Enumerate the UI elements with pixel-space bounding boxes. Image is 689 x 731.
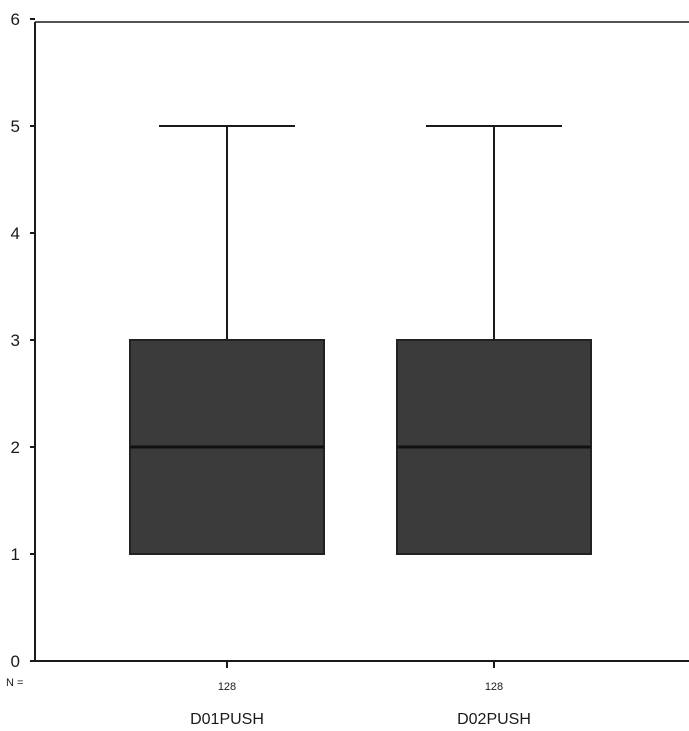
n-prefix-label: N =	[6, 677, 23, 689]
y-tick-label: 5	[11, 117, 20, 136]
y-tick-label: 1	[11, 545, 20, 564]
n-value-label: 128	[485, 681, 503, 693]
n-value-label: 128	[218, 681, 236, 693]
y-tick-label: 3	[11, 331, 20, 350]
y-tick-label: 6	[11, 10, 20, 29]
y-tick-label: 2	[11, 438, 20, 457]
y-tick-label: 4	[11, 224, 20, 243]
y-tick-label: 0	[11, 652, 20, 671]
category-label: D02PUSH	[457, 711, 531, 728]
category-label: D01PUSH	[190, 711, 264, 728]
